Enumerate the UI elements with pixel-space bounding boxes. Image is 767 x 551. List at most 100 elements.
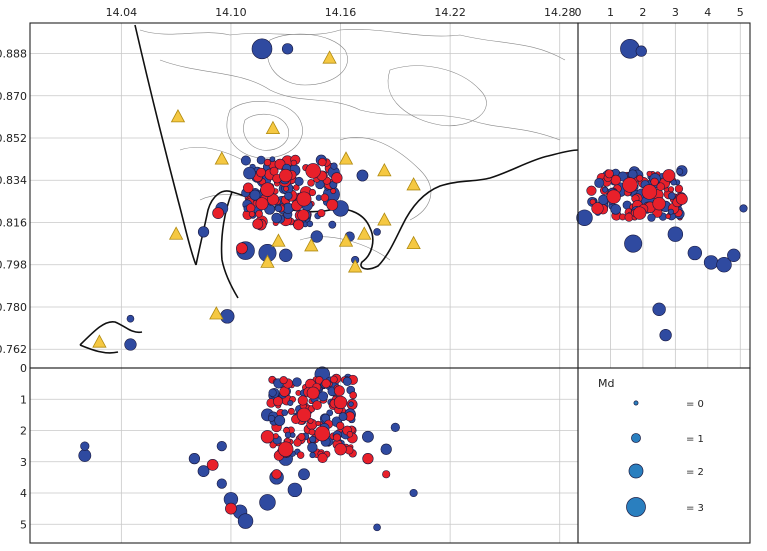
event-point-cluster [318, 391, 329, 402]
event-point-blue [373, 523, 381, 532]
event-point-red [622, 177, 638, 193]
event-point-red [652, 197, 666, 211]
depth-tick-label: 1 [607, 6, 614, 19]
event-point-cluster [252, 218, 264, 230]
event-point-cluster [307, 442, 318, 453]
event-point-blue [373, 228, 381, 236]
y-tick-label: 40.798 [0, 259, 27, 272]
x-tick-label: 14.28 [544, 6, 576, 19]
legend-label: = 2 [686, 467, 704, 478]
y-tick-label: 40.888 [0, 48, 27, 61]
event-point-cluster [602, 186, 609, 193]
event-point-cluster [284, 191, 293, 200]
y-tick-label: 40.834 [0, 174, 27, 187]
event-point-blue [188, 453, 201, 465]
event-point-cluster [349, 391, 358, 400]
event-point-cluster [646, 170, 653, 177]
y-tick-label: 40.762 [0, 343, 27, 356]
event-point-red [260, 182, 275, 197]
event-point-blue [197, 226, 210, 238]
event-point-cluster [667, 186, 675, 193]
event-point-red [296, 191, 312, 207]
station-triangle [209, 306, 224, 320]
station-triangle [265, 120, 281, 135]
event-point-blue [124, 338, 137, 351]
event-point-red [225, 502, 237, 515]
event-point-cluster [287, 400, 294, 406]
event-point-cluster [330, 162, 338, 170]
event-point-red [305, 163, 321, 179]
event-point-cluster [650, 177, 659, 187]
legend-marker [633, 400, 639, 406]
station-triangle [377, 212, 392, 226]
event-point-cluster [336, 421, 345, 430]
event-point-cluster [242, 182, 254, 194]
event-point-cluster [342, 376, 352, 386]
event-point-cluster [309, 435, 317, 443]
event-point-cluster [256, 167, 266, 178]
event-point-cluster [348, 401, 354, 407]
station-triangle [260, 254, 275, 268]
depth-tick-label: 1 [20, 393, 27, 406]
event-point-cluster [274, 204, 283, 213]
event-point-blue [281, 43, 294, 55]
basemap-contours [139, 29, 566, 261]
station-triangle [357, 226, 372, 240]
event-point-blue [80, 441, 90, 451]
event-point-cluster [665, 213, 671, 220]
depth-latitude-events [576, 39, 748, 342]
event-point-cluster [647, 213, 656, 222]
event-point-cluster [308, 428, 316, 436]
station-triangle [92, 334, 107, 348]
event-point-blue [716, 257, 732, 273]
event-point-blue [197, 465, 210, 478]
event-point-blue [624, 234, 643, 253]
event-point-red [606, 189, 621, 204]
event-point-cluster [279, 376, 288, 385]
event-point-blue [380, 443, 392, 455]
event-point-red [279, 168, 293, 183]
y-tick-label: 40.816 [0, 216, 27, 229]
event-point-cluster [294, 176, 304, 186]
event-point-cluster [594, 177, 605, 188]
event-point-cluster [338, 412, 348, 421]
event-point-cluster [636, 174, 644, 182]
depth-tick-label: 5 [737, 6, 744, 19]
event-point-blue [390, 422, 400, 432]
event-point-cluster [272, 396, 283, 407]
event-point-red [331, 172, 343, 184]
event-point-cluster [328, 220, 337, 229]
event-point-cluster [271, 212, 282, 224]
event-point-blue [652, 302, 666, 316]
event-point-blue [251, 38, 273, 60]
event-point-blue [739, 204, 748, 213]
event-point-cluster [674, 184, 684, 193]
event-point-cluster [332, 433, 341, 442]
event-point-cluster [308, 188, 317, 197]
station-triangle [377, 163, 392, 177]
event-point-blue [635, 45, 647, 57]
legend-label: = 3 [686, 503, 704, 514]
event-point-red [306, 386, 320, 400]
event-point-blue [310, 230, 323, 243]
event-point-cluster [274, 415, 286, 426]
station-triangle [347, 259, 363, 273]
event-point-blue [216, 441, 227, 452]
event-point-red [296, 407, 312, 423]
depth-tick-label: 2 [20, 425, 27, 438]
station-triangle [271, 233, 286, 247]
event-point-cluster [263, 158, 272, 167]
event-point-cluster [346, 431, 354, 438]
event-point-blue [727, 248, 741, 263]
station-triangle [338, 151, 354, 165]
station-triangle [338, 233, 354, 247]
x-tick-label: 14.22 [434, 6, 466, 19]
event-point-cluster [240, 155, 251, 166]
magnitude-legend: Md = 0 = 1 = 2 = 3 [598, 377, 704, 517]
event-point-red [271, 469, 282, 480]
event-point-cluster [326, 198, 339, 211]
legend-marker [626, 497, 646, 517]
depth-tick-label: 4 [20, 487, 27, 500]
event-point-cluster [318, 157, 327, 167]
